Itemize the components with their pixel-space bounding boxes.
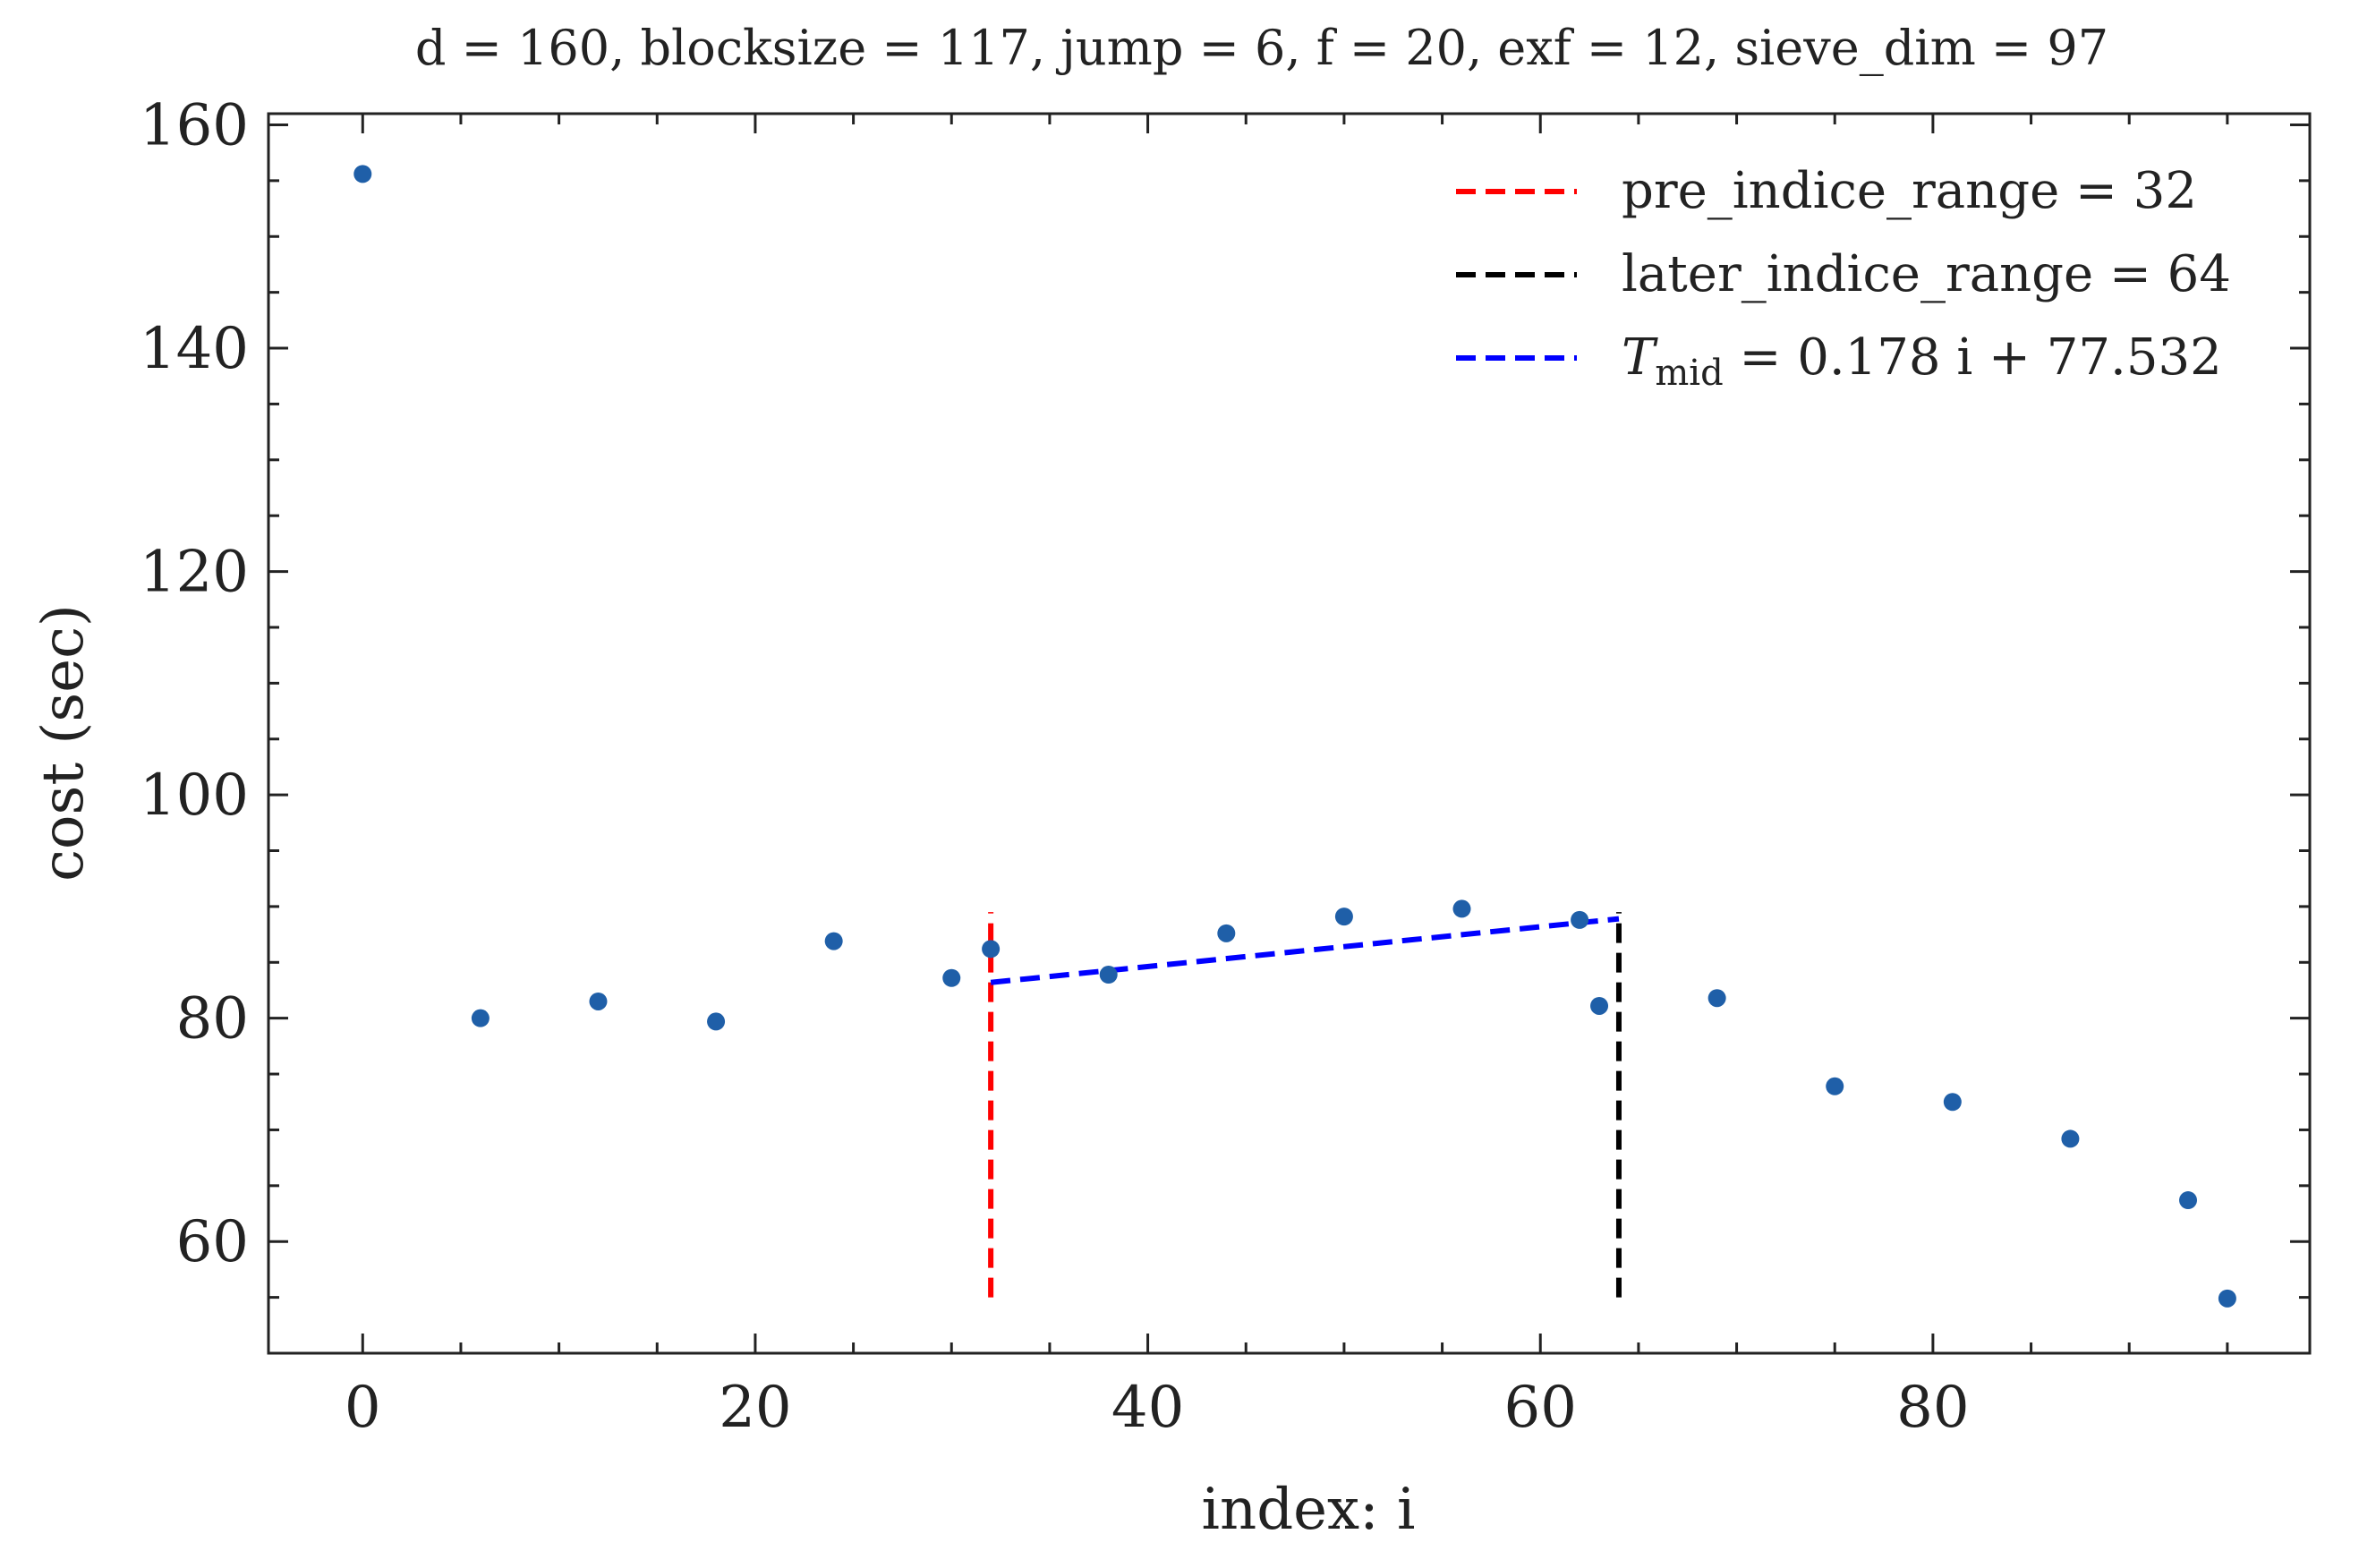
y-axis-label: cost (sec) xyxy=(30,604,97,882)
legend-label: Tmid = 0.178 i + 77.532 xyxy=(1622,328,2222,394)
x-axis-label: index: i xyxy=(1202,1477,1416,1543)
data-point xyxy=(942,968,961,987)
data-point xyxy=(2061,1129,2080,1148)
tick-labels: 0 20 40 60 80 60 80 100 120 140 160 xyxy=(140,92,1970,1441)
chart-title: d = 160, blocksize = 117, jump = 6, f = … xyxy=(415,20,2108,76)
fit-lines xyxy=(988,912,1622,1298)
x-tick-label: 20 xyxy=(719,1375,791,1441)
y-tick-label: 160 xyxy=(140,92,249,158)
data-point xyxy=(353,165,372,183)
data-point xyxy=(471,1009,490,1027)
data-point xyxy=(1943,1093,1962,1112)
data-point xyxy=(1707,989,1726,1008)
data-point xyxy=(589,992,608,1010)
data-point xyxy=(2179,1191,2198,1210)
x-tick-label: 40 xyxy=(1111,1375,1184,1441)
y-tick-label: 80 xyxy=(176,986,249,1052)
x-tick-label: 60 xyxy=(1504,1375,1577,1441)
data-point xyxy=(1099,966,1118,984)
data-point xyxy=(1571,910,1589,929)
x-tick-label: 80 xyxy=(1896,1375,1969,1441)
x-tick-label: 0 xyxy=(345,1375,381,1441)
plot-area-frame xyxy=(267,112,2312,1355)
legend-label: later_indice_range = 64 xyxy=(1622,245,2231,303)
y-tick-label: 100 xyxy=(140,763,249,829)
legend: pre_indice_range = 32 later_indice_range … xyxy=(1456,162,2231,394)
data-point xyxy=(824,932,843,950)
data-point xyxy=(1217,924,1236,942)
data-point xyxy=(2218,1289,2236,1308)
data-point xyxy=(1452,899,1471,918)
y-tick-label: 140 xyxy=(140,316,249,382)
data-point xyxy=(982,940,1001,959)
legend-label: pre_indice_range = 32 xyxy=(1622,162,2197,220)
dashed-line-3 xyxy=(990,916,1620,985)
data-point xyxy=(707,1012,726,1031)
data-point xyxy=(1334,908,1353,926)
data-points xyxy=(353,165,2236,1308)
data-point xyxy=(1590,996,1609,1015)
data-point xyxy=(1826,1077,1844,1095)
y-tick-label: 120 xyxy=(140,540,249,606)
y-tick-label: 60 xyxy=(176,1209,249,1275)
